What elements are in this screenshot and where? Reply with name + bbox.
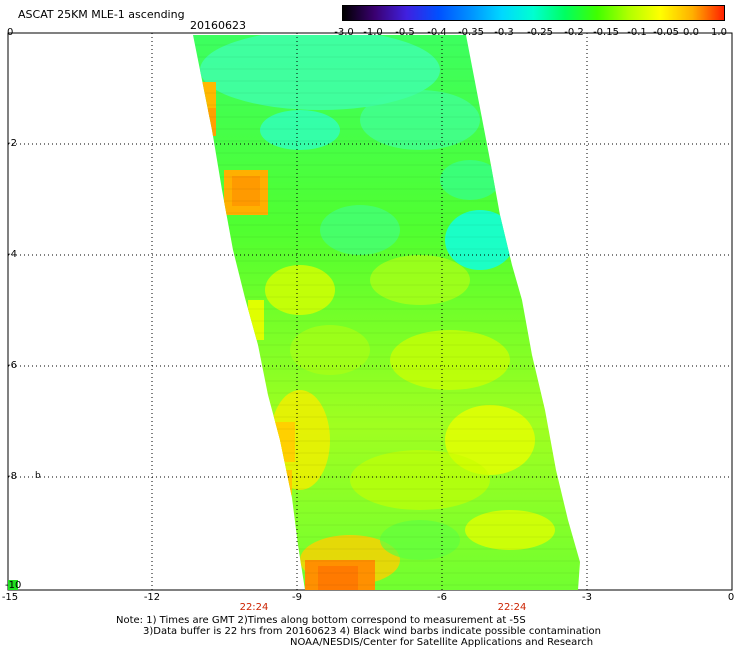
data-swath <box>193 35 580 590</box>
y-tick-label: -10 <box>5 580 22 591</box>
y-tick-label: 0 <box>7 27 14 38</box>
map-date: 20160623 <box>190 19 246 32</box>
note-line-3: NOAA/NESDIS/Center for Satellite Applica… <box>290 637 594 648</box>
x-tick-label: 0 <box>727 592 735 603</box>
color-scale-bar <box>342 5 725 21</box>
map-title: ASCAT 25KM MLE-1 ascending <box>18 8 185 21</box>
y-tick-label: -6 <box>7 360 17 371</box>
x-tick-label: -9 <box>292 592 302 603</box>
time-label: 22:24 <box>239 602 269 613</box>
x-tick-label: -3 <box>582 592 592 603</box>
x-tick-label: -12 <box>143 592 161 603</box>
corner-data-cell <box>8 580 18 590</box>
wind-barb-marker: b <box>35 471 41 481</box>
time-label: 22:24 <box>497 602 527 613</box>
y-tick-label: -4 <box>7 249 17 260</box>
y-tick-label: -8 <box>7 471 17 482</box>
note-line-2: 3)Data buffer is 22 hrs from 20160623 4)… <box>143 626 601 637</box>
x-tick-label: -6 <box>437 592 447 603</box>
y-tick-label: -2 <box>7 138 17 149</box>
note-line-1: Note: 1) Times are GMT 2)Times along bot… <box>116 615 526 626</box>
lat-lon-grid <box>8 33 732 590</box>
x-tick-label: -15 <box>1 592 19 603</box>
